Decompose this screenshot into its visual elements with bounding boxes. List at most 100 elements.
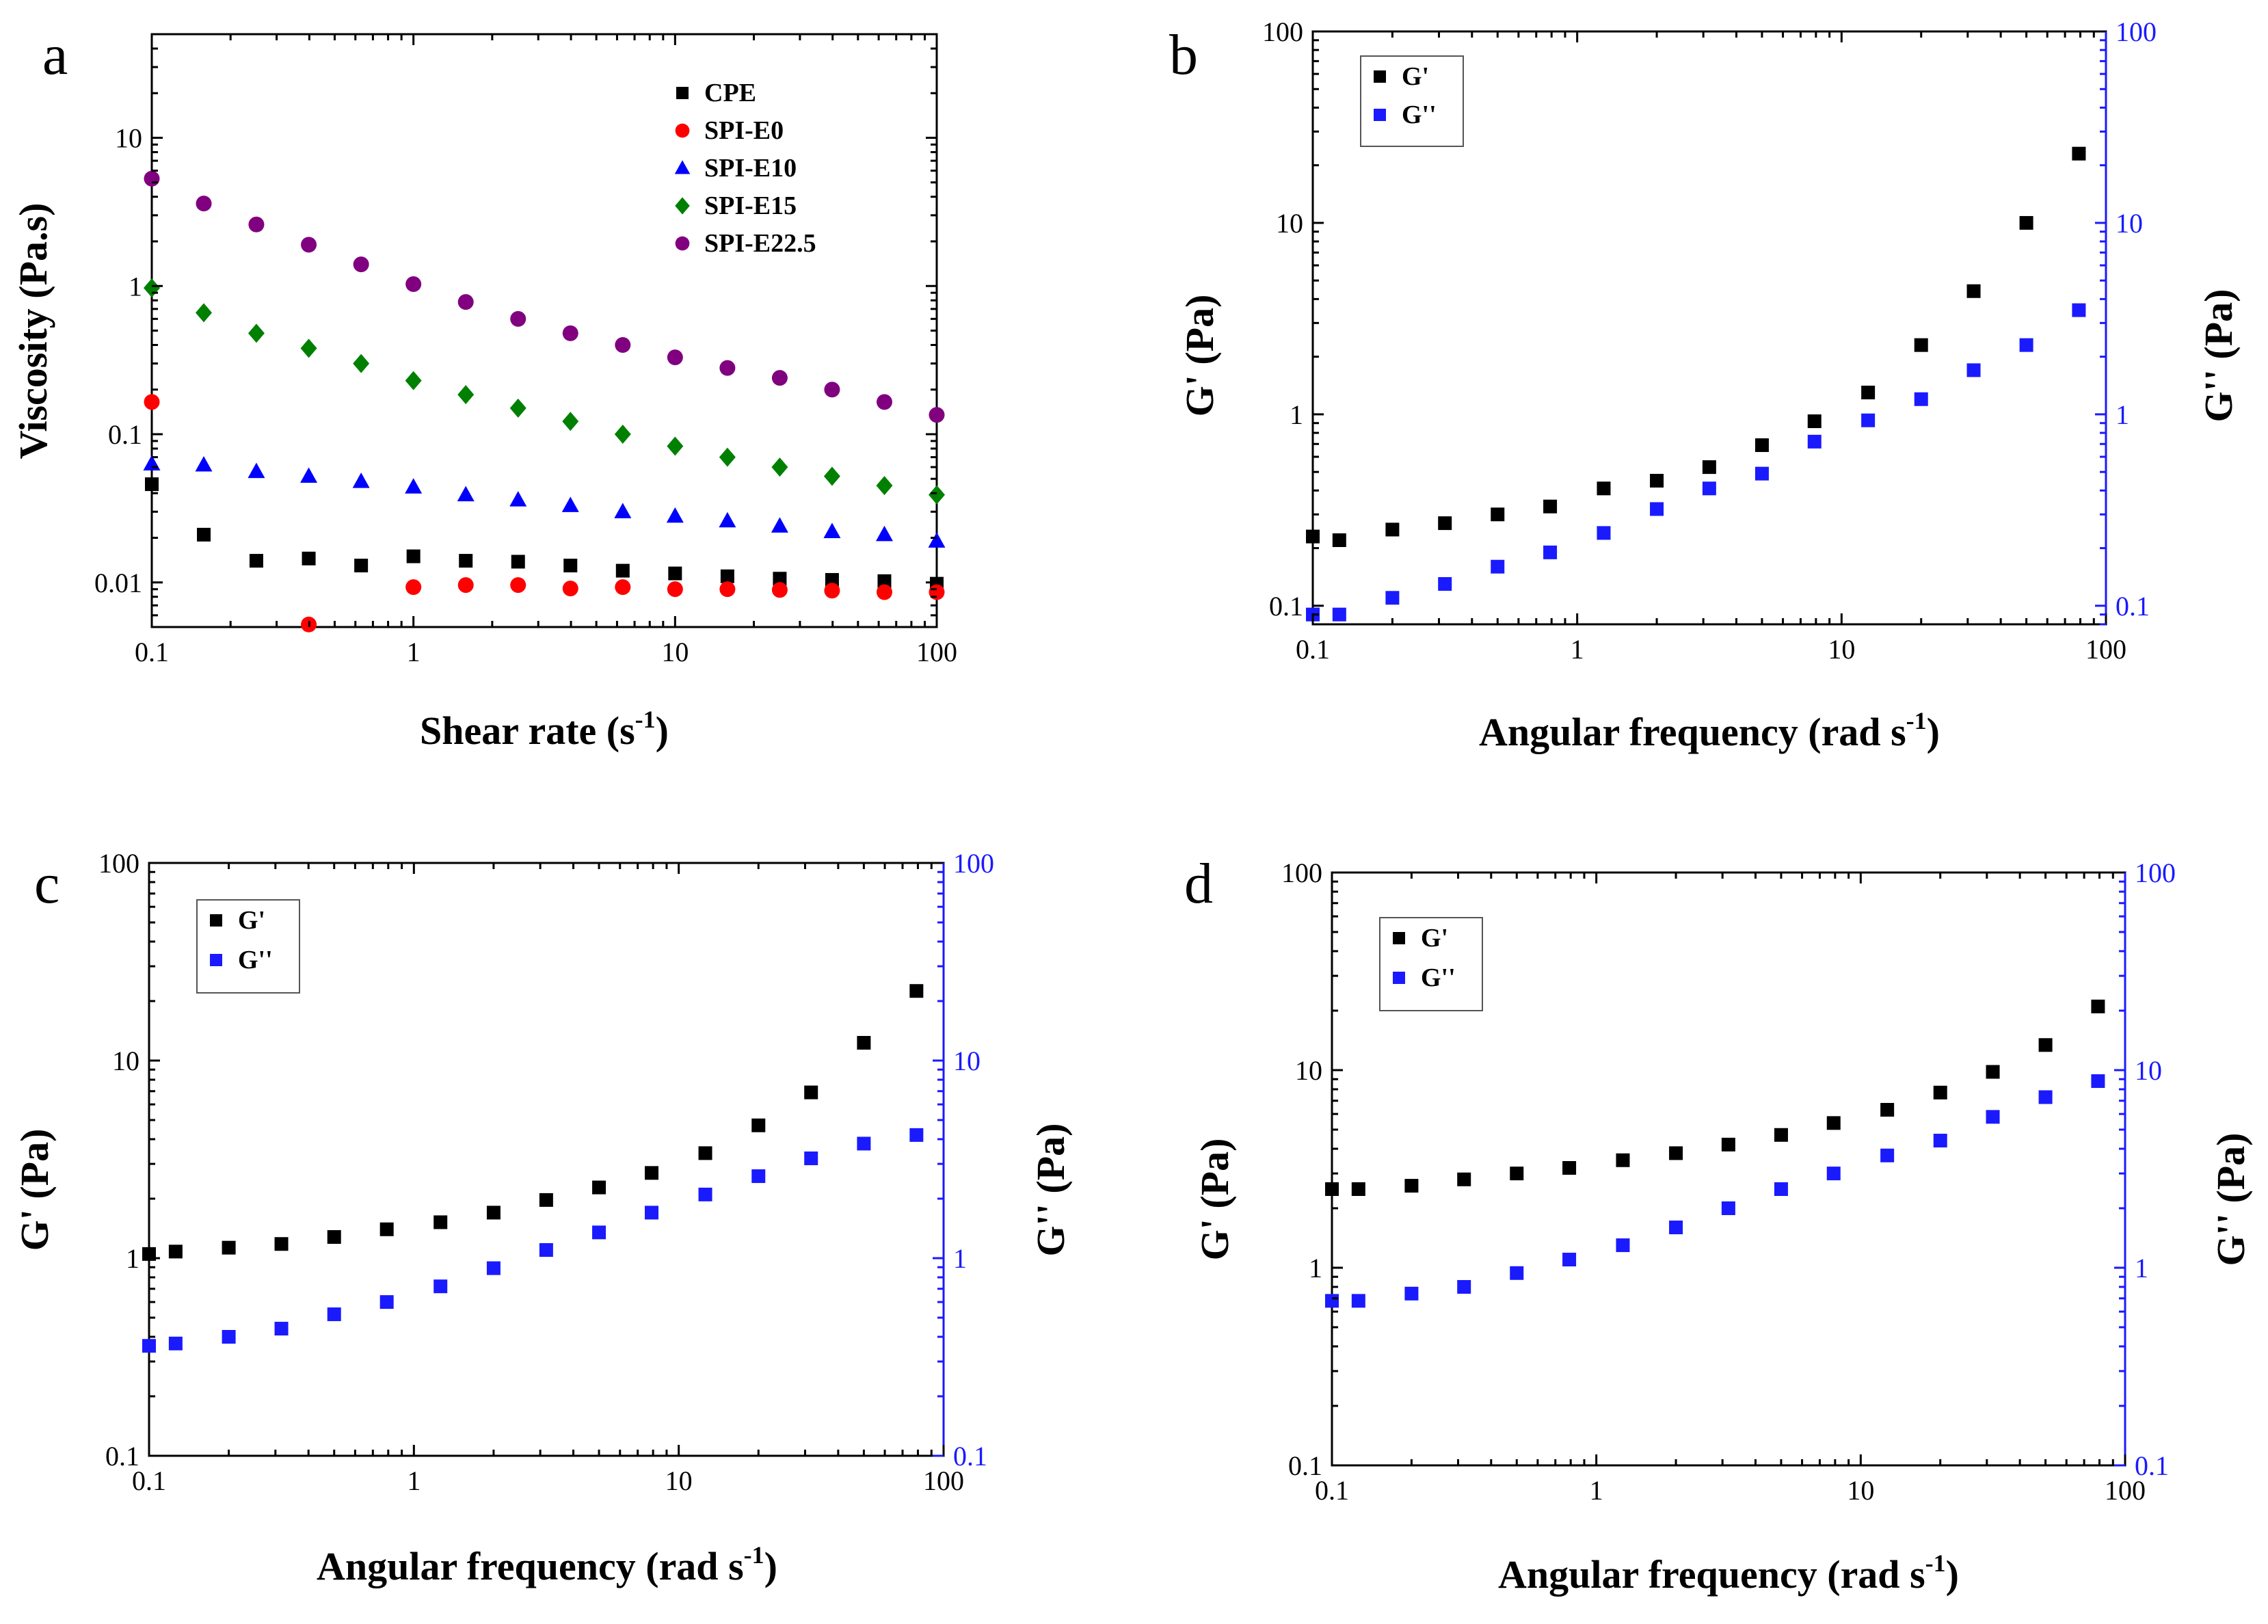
data-point (1385, 522, 1400, 537)
data-point (405, 579, 422, 596)
x-axis-label-a: Shear rate (s-1) (420, 706, 669, 753)
data-point (145, 477, 159, 492)
data-point (1669, 1221, 1683, 1235)
data-point (909, 1128, 924, 1142)
data-point (379, 1222, 394, 1236)
data-point (327, 1307, 341, 1322)
data-point (1332, 607, 1346, 622)
data-point (1807, 434, 1822, 449)
y-right-tick-label: 100 (2135, 857, 2176, 888)
legend-a: CPE SPI-E0 SPI-E10 SPI-E15 SPI-E22.5 (674, 79, 816, 258)
data-point (1826, 1167, 1841, 1181)
panel-a: a 0.1 1 10 100 0.01 0.1 1 10 CPE SPI-E0 SPI-E10 SP… (11, 23, 957, 753)
data-point (614, 503, 632, 518)
data-point (1562, 1161, 1577, 1175)
y-axis-label-c: G' (Pa) (12, 1129, 57, 1251)
x-tick-label: 100 (2105, 1475, 2146, 1506)
panel-b: b 0.1 1 10 100 0.1 0.1 1 1 10 10 100 100 G' G'' Angu… (1169, 16, 2241, 754)
legend-label: CPE (704, 79, 756, 107)
legend-label: SPI-E15 (704, 191, 797, 220)
data-point (539, 1243, 553, 1257)
y-tick-label: 100 (1281, 857, 1322, 888)
data-point (751, 1169, 766, 1184)
data-point (353, 354, 370, 373)
y-axis-right-label-c: G'' (Pa) (1028, 1123, 1073, 1257)
legend-label: G'' (1421, 963, 1456, 992)
data-point (857, 1136, 871, 1151)
data-point (1861, 386, 1876, 400)
marks-c (142, 984, 924, 1353)
marks-a (143, 170, 946, 633)
data-point (405, 276, 422, 292)
legend-label: SPI-E22.5 (704, 229, 816, 258)
y-tick-label: 1 (129, 271, 142, 302)
data-point (719, 511, 736, 528)
panel-letter-c: c (34, 852, 59, 916)
data-point (823, 466, 840, 486)
x-tick-label: 1 (1590, 1475, 1603, 1506)
y-right-tick-label: 100 (953, 848, 994, 879)
panel-letter-d: d (1184, 852, 1213, 916)
data-point (486, 1206, 501, 1220)
data-point (274, 1322, 289, 1336)
data-point (379, 1295, 394, 1309)
data-point (2038, 1038, 2053, 1052)
marks-d (1325, 999, 2105, 1308)
y-axis-right-label-b: G'' (Pa) (2196, 289, 2241, 423)
legend-marker (676, 87, 689, 99)
y-right-tick-label: 10 (953, 1046, 980, 1076)
data-point (2038, 1090, 2053, 1104)
y-right-tick-label: 10 (2135, 1055, 2162, 1086)
data-point (509, 491, 527, 507)
x-axis-label-b: Angular frequency (rad s-1) (1479, 707, 1940, 754)
legend-label: G' (1402, 62, 1429, 91)
data-point (592, 1180, 606, 1195)
data-point (1510, 1167, 1524, 1181)
data-point (645, 1166, 659, 1180)
data-point (457, 385, 475, 405)
data-point (1966, 363, 1981, 377)
legend-marker (675, 197, 690, 215)
data-point (1543, 499, 1558, 514)
y-axis-label-d: G' (Pa) (1192, 1139, 1237, 1261)
legend-c: G' G'' (196, 899, 300, 994)
y-tick-label: 1 (126, 1243, 139, 1274)
x-tick-label: 10 (665, 1465, 693, 1496)
x-axis-label-c: Angular frequency (rad s-1) (317, 1541, 777, 1588)
data-point (222, 1240, 236, 1255)
y-axis-label-a: Viscosity (Pa.s) (11, 203, 55, 460)
x-tick-label: 0.1 (132, 1465, 166, 1496)
data-point (1325, 1182, 1339, 1196)
legend-marker (210, 954, 222, 966)
data-point (1510, 1266, 1524, 1280)
data-point (1669, 1146, 1683, 1160)
x-tick-label: 10 (661, 637, 689, 667)
data-point (196, 303, 213, 323)
data-point (509, 398, 526, 418)
data-point (2091, 1074, 2105, 1089)
data-point (615, 563, 630, 578)
data-point (929, 407, 945, 423)
y-right-tick-label: 0.1 (953, 1441, 987, 1472)
data-point (825, 573, 839, 587)
data-point (457, 577, 474, 594)
x-tick-label: 100 (923, 1465, 964, 1496)
data-point (511, 555, 525, 569)
y-tick-label: 0.1 (108, 419, 142, 450)
data-point (539, 1193, 553, 1207)
y-tick-label: 10 (112, 1046, 139, 1076)
data-point (1351, 1182, 1365, 1196)
y-tick-label: 0.1 (1269, 591, 1303, 622)
ticks-a: 0.1 1 10 100 0.01 0.1 1 10 (94, 33, 957, 667)
data-point (667, 581, 683, 598)
y-tick-label: 0.1 (1288, 1450, 1322, 1481)
x-tick-label: 100 (916, 637, 957, 667)
data-point (301, 237, 317, 253)
data-point (1880, 1148, 1895, 1162)
data-point (1385, 591, 1400, 605)
data-point (300, 467, 318, 483)
data-point (144, 394, 160, 410)
data-point (1438, 516, 1452, 531)
